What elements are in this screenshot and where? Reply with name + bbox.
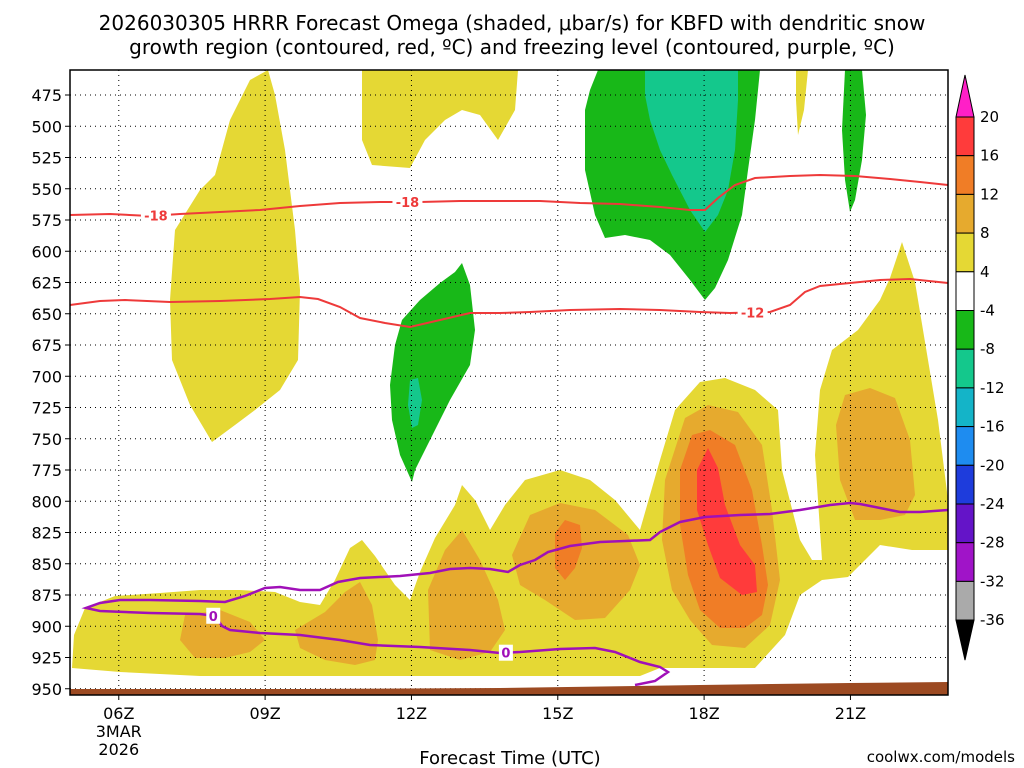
colorbar-segment xyxy=(955,155,975,195)
colorbar-label: -28 xyxy=(980,534,1005,552)
temperature-contour-minus12 xyxy=(69,277,949,329)
y-tick-label: 875 xyxy=(31,586,62,605)
contour-label: 0 xyxy=(501,647,510,662)
y-tick-label: 775 xyxy=(31,461,62,480)
omega-region-yellow xyxy=(170,70,300,442)
x-tick-label: 21Z xyxy=(835,704,866,723)
colorbar-label: 12 xyxy=(980,185,999,203)
omega-region-orange xyxy=(428,530,505,660)
x-tick-label: 06Z xyxy=(103,704,134,723)
contour-label-bg xyxy=(392,194,423,210)
colorbar-label: -8 xyxy=(980,340,995,358)
colorbar-segment xyxy=(955,348,975,389)
colorbar-segment xyxy=(955,116,975,157)
y-tick-label: 625 xyxy=(31,274,62,293)
y-tick-label: 850 xyxy=(31,555,62,574)
y-tick-label: 950 xyxy=(31,680,62,699)
colorbar-segment xyxy=(955,580,975,621)
y-tick-label: 900 xyxy=(31,617,62,636)
x-tick-label: 09Z xyxy=(249,704,280,723)
contour-labels: -18 -18 -12 0 0 xyxy=(140,194,768,662)
y-tick-label: 800 xyxy=(31,492,62,511)
y-tick-label: 650 xyxy=(31,305,62,324)
chart-title-line1: 2026030305 HRRR Forecast Omega (shaded, … xyxy=(99,11,926,35)
y-tick-label: 725 xyxy=(31,399,62,418)
x-axis-label: Forecast Time (UTC) xyxy=(419,748,600,768)
colorbar-label: -16 xyxy=(980,418,1005,436)
colorbar-segment xyxy=(955,310,975,350)
x-tick-year: 2026 xyxy=(98,740,139,759)
y-tick-label: 700 xyxy=(31,367,62,386)
colorbar-arrow-top xyxy=(955,74,975,118)
contour-label: -18 xyxy=(396,196,420,211)
plot-grid xyxy=(70,70,948,695)
omega-region-teal xyxy=(645,70,738,232)
colorbar-label: 16 xyxy=(980,147,999,165)
omega-region-orange xyxy=(836,388,915,520)
contour-label: -18 xyxy=(144,210,168,225)
contour-label-bg xyxy=(498,644,513,661)
terrain-surface xyxy=(70,682,948,695)
freezing-level-contour xyxy=(81,501,949,687)
colorbar-label: 20 xyxy=(980,108,999,126)
colorbar-segment xyxy=(955,464,975,505)
colorbar-segment xyxy=(955,426,975,466)
omega-region-orange xyxy=(180,610,265,658)
colorbar: 20 16 12 8 4 -4 -8 -12 -16 -20 -24 -28 -32 -36 xyxy=(955,74,1005,661)
y-tick-label: 475 xyxy=(31,86,62,105)
colorbar-segment xyxy=(955,542,975,582)
y-tick-label: 525 xyxy=(31,149,62,168)
contour-label: -12 xyxy=(741,306,765,321)
colorbar-label: -36 xyxy=(980,611,1005,629)
y-tick-label: 575 xyxy=(31,211,62,230)
colorbar-label: 4 xyxy=(980,263,990,281)
x-tick-label: 15Z xyxy=(542,704,573,723)
x-tick-label: 18Z xyxy=(688,704,719,723)
y-tick-label: 550 xyxy=(31,180,62,199)
x-tick-date: 3MAR xyxy=(96,722,142,741)
pressure-axis: 475 500 525 550 575 600 625 650 675 700 725 750 775 8… xyxy=(31,86,70,699)
contour-label: 0 xyxy=(209,610,218,625)
colorbar-segment xyxy=(955,232,975,273)
colorbar-label: -20 xyxy=(980,456,1005,474)
colorbar-segment xyxy=(955,387,975,428)
contour-label-bg xyxy=(206,607,221,624)
colorbar-label: -32 xyxy=(980,572,1005,590)
colorbar-label: -12 xyxy=(980,379,1005,397)
colorbar-segment xyxy=(955,271,975,311)
y-tick-label: 925 xyxy=(31,649,62,668)
omega-region-orange xyxy=(295,582,378,665)
colorbar-label: -24 xyxy=(980,495,1005,513)
contour-label-bg xyxy=(737,304,768,321)
omega-region-dark-orange xyxy=(555,520,582,580)
source-credit: coolwx.com/models xyxy=(867,748,1015,766)
colorbar-arrow-bottom xyxy=(955,619,975,661)
colorbar-segment xyxy=(955,193,975,234)
colorbar-label: 8 xyxy=(980,224,990,242)
y-tick-label: 750 xyxy=(31,430,62,449)
x-tick-label: 12Z xyxy=(396,704,427,723)
omega-region-red xyxy=(697,448,757,595)
y-tick-label: 675 xyxy=(31,336,62,355)
y-tick-label: 500 xyxy=(31,117,62,136)
y-tick-label: 600 xyxy=(31,242,62,261)
y-tick-label: 825 xyxy=(31,524,62,543)
contour-label-bg xyxy=(140,207,171,224)
chart-title-line2: growth region (contoured, red, ºC) and f… xyxy=(129,35,895,59)
colorbar-label: -4 xyxy=(980,302,995,320)
colorbar-segment xyxy=(955,503,975,544)
omega-region-yellow xyxy=(796,70,808,135)
plot-frame xyxy=(69,69,949,696)
temperature-contour-minus18 xyxy=(69,173,949,218)
